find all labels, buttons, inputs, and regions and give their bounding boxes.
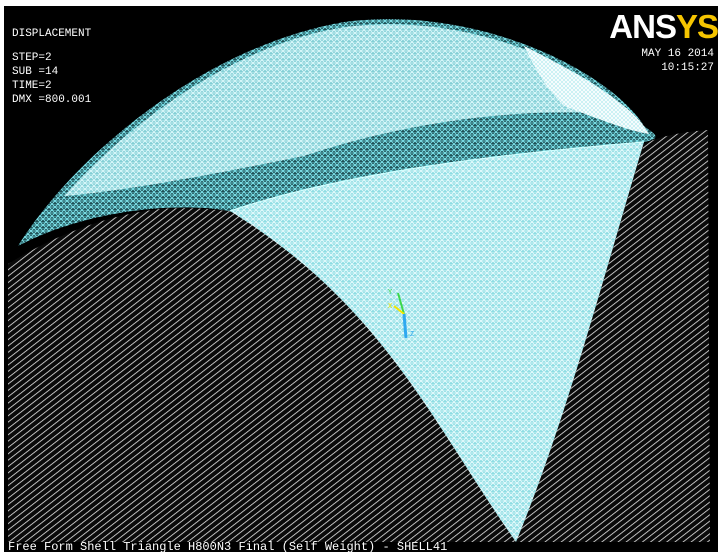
step-label: STEP=2 <box>12 52 52 64</box>
result-type-label: DISPLACEMENT <box>12 28 92 40</box>
deformed-shell-front <box>230 142 644 542</box>
timestamp: MAY 16 2014 10:15:27 <box>641 47 714 75</box>
graphics-window[interactable]: Y X Z DISPLACEMENT STEP=2 SUB =14 TIME=2… <box>4 6 718 552</box>
ansys-logo: ANSYS <box>609 10 718 43</box>
shell-model-plot[interactable]: Y X Z <box>4 6 718 552</box>
dome-right-edge <box>524 46 649 134</box>
result-info: DISPLACEMENT STEP=2 SUB =14 TIME=2 DMX =… <box>12 27 91 107</box>
coordinate-triad: Y X Z <box>388 289 414 339</box>
logo-text-a: ANS <box>609 8 677 45</box>
triad-x-axis <box>393 305 405 315</box>
time-label: TIME=2 <box>12 80 52 92</box>
triad-label-z: Z <box>410 331 414 339</box>
triad-y-axis <box>397 292 405 315</box>
dome-highlight <box>64 24 634 197</box>
substep-label: SUB =14 <box>12 66 59 78</box>
triad-label-y: Y <box>388 289 393 297</box>
logo-text-b: YS <box>675 8 718 45</box>
undeformed-shell-right <box>516 130 710 542</box>
max-displacement-label: DMX =800.001 <box>12 94 92 106</box>
plot-caption: Free Form Shell Triangle H800N3 Final (S… <box>8 540 448 552</box>
triad-label-x: X <box>388 303 393 311</box>
triad-z-axis <box>402 313 408 339</box>
undeformed-shell-left <box>8 207 516 542</box>
time-of-day-label: 10:15:27 <box>661 62 714 74</box>
date-label: MAY 16 2014 <box>641 48 714 60</box>
crease-line <box>229 141 645 212</box>
